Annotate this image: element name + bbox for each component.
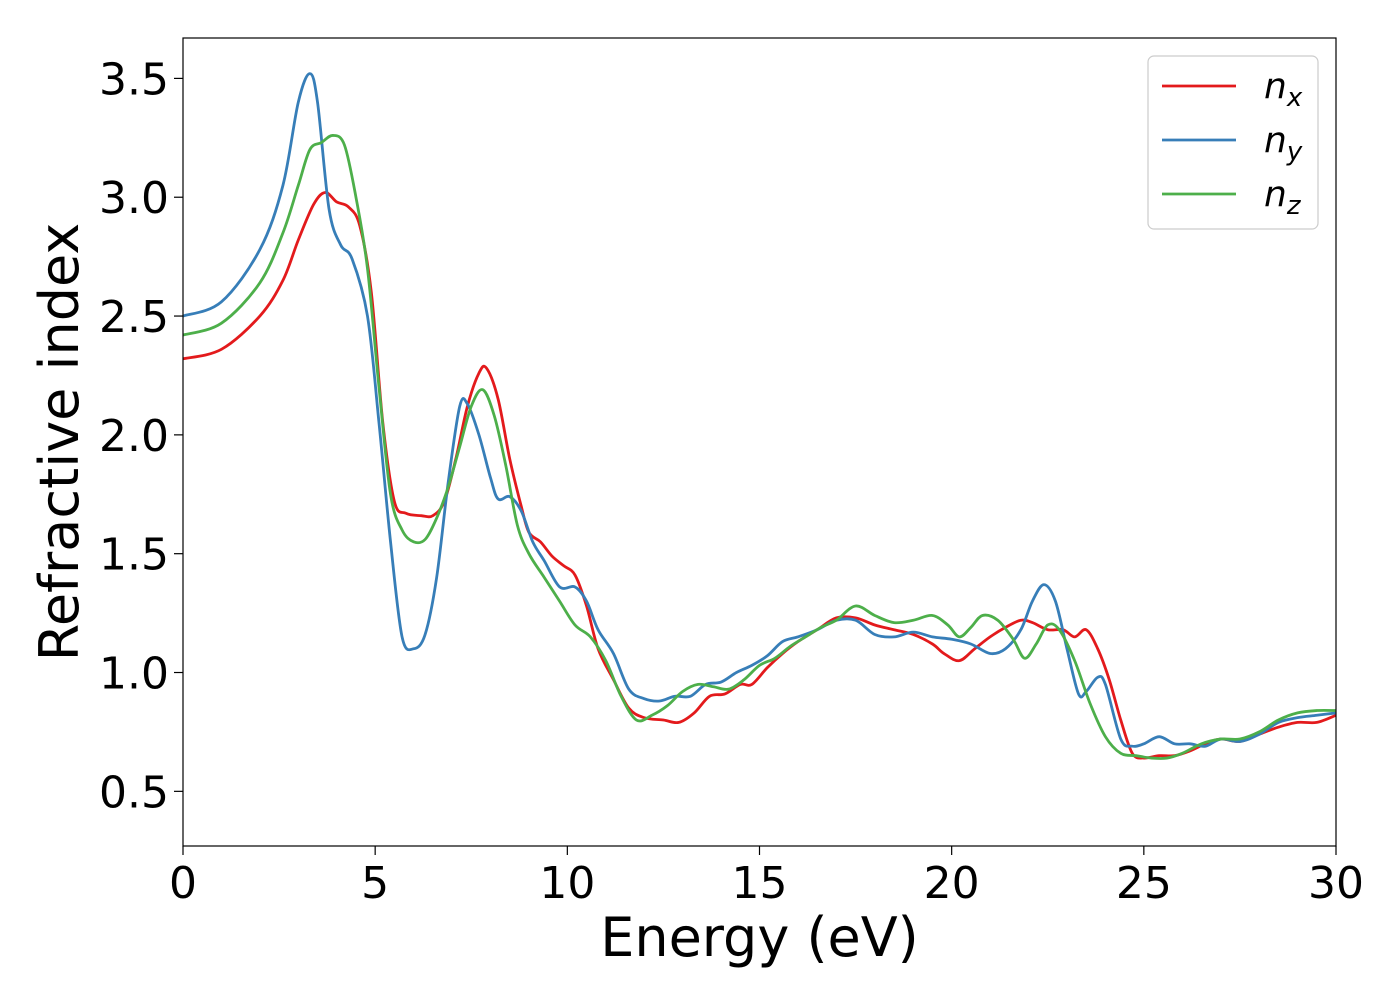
x-tick-label: 0	[169, 858, 197, 909]
legend-label-x: nx	[1264, 66, 1303, 113]
x-axis: 0 5 10 15 20 25 30	[169, 846, 1364, 909]
x-tick-label: 5	[361, 858, 389, 909]
series-line-z	[183, 134, 1336, 760]
x-axis-label: Energy (eV)	[600, 906, 919, 969]
y-tick-label: 3.0	[99, 173, 169, 224]
series-line-y	[183, 72, 1336, 748]
x-tick-label: 25	[1116, 858, 1172, 909]
y-tick-label: 3.5	[99, 54, 169, 105]
x-tick-label: 30	[1308, 858, 1364, 909]
y-tick-label: 2.0	[99, 411, 169, 462]
x-tick-label: 15	[732, 858, 788, 909]
y-tick-label: 2.5	[99, 292, 169, 343]
y-axis-label: Refractive index	[28, 223, 91, 662]
legend-box	[1147, 55, 1319, 230]
y-tick-label: 1.5	[99, 530, 169, 581]
legend-label-z: nz	[1264, 174, 1302, 221]
y-tick-label: 0.5	[99, 767, 169, 818]
legend-label-y: ny	[1264, 120, 1303, 167]
x-tick-label: 20	[924, 858, 980, 909]
series-lines	[183, 72, 1336, 760]
legend: nx ny nz	[1147, 55, 1319, 230]
y-tick-label: 1.0	[99, 649, 169, 700]
x-tick-label: 10	[539, 858, 595, 909]
y-axis: 0.5 1.0 1.5 2.0 2.5 3.0 3.5	[99, 54, 183, 818]
series-line-x	[183, 191, 1336, 760]
